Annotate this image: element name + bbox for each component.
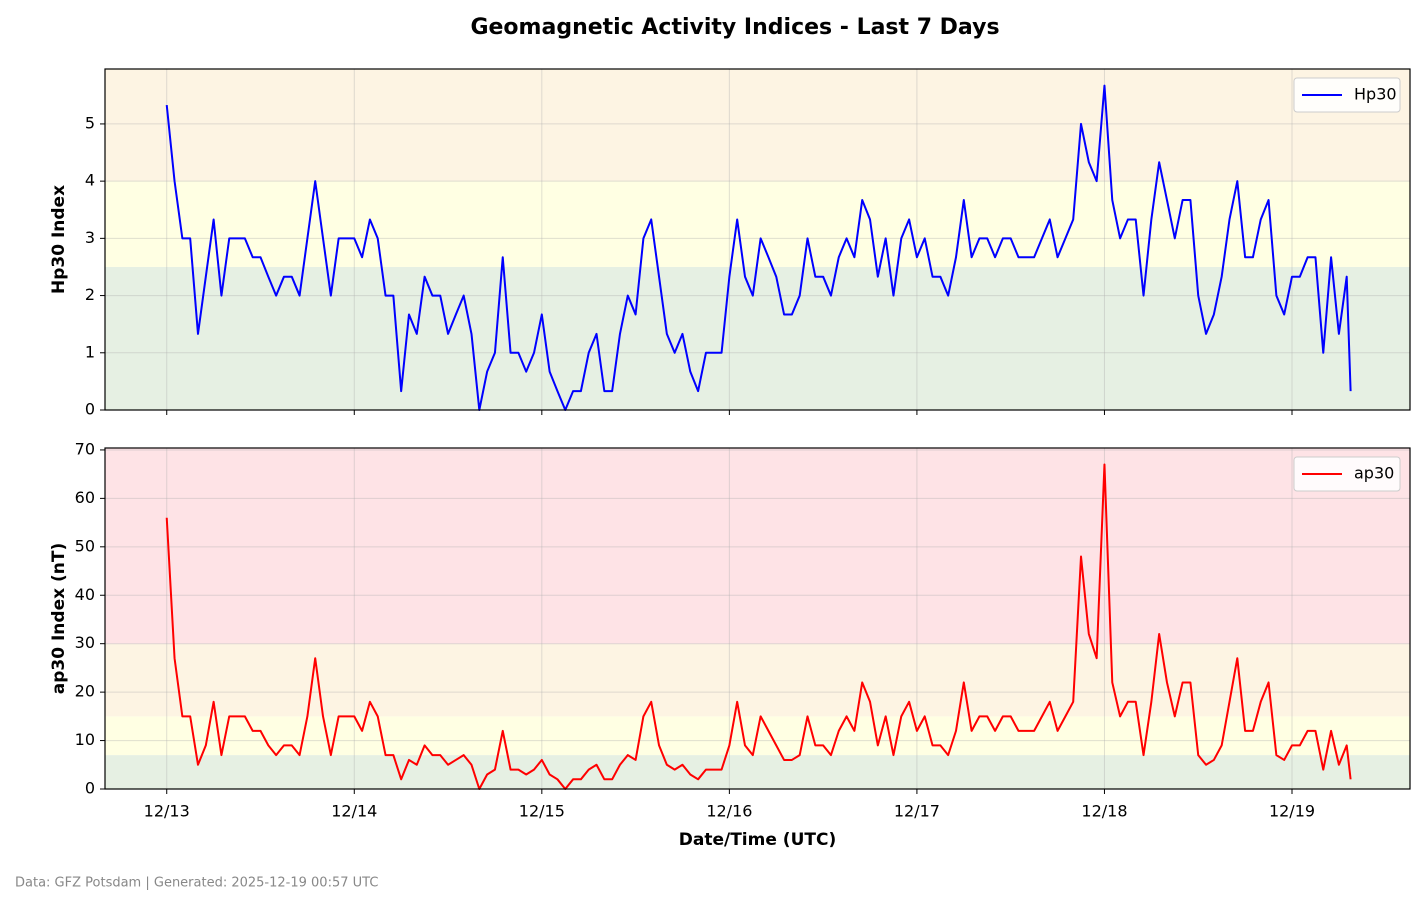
x-tick-label: 12/15 <box>519 802 565 821</box>
x-tick-label: 12/16 <box>706 802 752 821</box>
threshold-band <box>105 755 1410 789</box>
x-axis-label: Date/Time (UTC) <box>679 830 836 850</box>
y-axis-label: Hp30 Index <box>49 185 69 294</box>
y-axis-label: ap30 Index (nT) <box>49 543 69 694</box>
legend-box <box>1293 456 1401 492</box>
axes-frame <box>104 447 1411 790</box>
y-tick-label: 10 <box>75 730 95 749</box>
x-tick-label: 12/19 <box>1269 802 1315 821</box>
y-tick-label: 60 <box>75 488 95 507</box>
y-tick-label: 2 <box>85 285 95 304</box>
y-tick-label: 70 <box>75 439 95 458</box>
legend-label: Hp30 <box>1354 85 1397 104</box>
y-tick-label: 50 <box>75 536 95 555</box>
x-tick-label: 12/13 <box>144 802 190 821</box>
x-tick-label: 12/17 <box>894 802 940 821</box>
y-tick-label: 40 <box>75 585 95 604</box>
y-tick-label: 0 <box>85 400 95 419</box>
y-tick-label: 5 <box>85 113 95 132</box>
threshold-band <box>105 266 1410 410</box>
y-tick-label: 4 <box>85 171 95 190</box>
legend-label: ap30 <box>1354 464 1394 483</box>
axes-frame <box>104 68 1411 411</box>
y-tick-label: 1 <box>85 342 95 361</box>
x-tick-label: 12/18 <box>1081 802 1127 821</box>
legend-box <box>1293 77 1401 113</box>
footer: Data: GFZ Potsdam | Generated: 2025-12-1… <box>15 876 378 891</box>
data-line <box>165 463 1352 790</box>
y-tick-label: 3 <box>85 228 95 247</box>
data-line <box>165 84 1352 411</box>
threshold-band <box>105 448 1410 644</box>
figure-title: Geomagnetic Activity Indices - Last 7 Da… <box>470 15 999 40</box>
threshold-band <box>105 643 1410 717</box>
y-tick-label: 0 <box>85 779 95 798</box>
threshold-band <box>105 69 1410 182</box>
x-tick-label: 12/14 <box>331 802 377 821</box>
y-tick-label: 30 <box>75 633 95 652</box>
y-tick-label: 20 <box>75 682 95 701</box>
